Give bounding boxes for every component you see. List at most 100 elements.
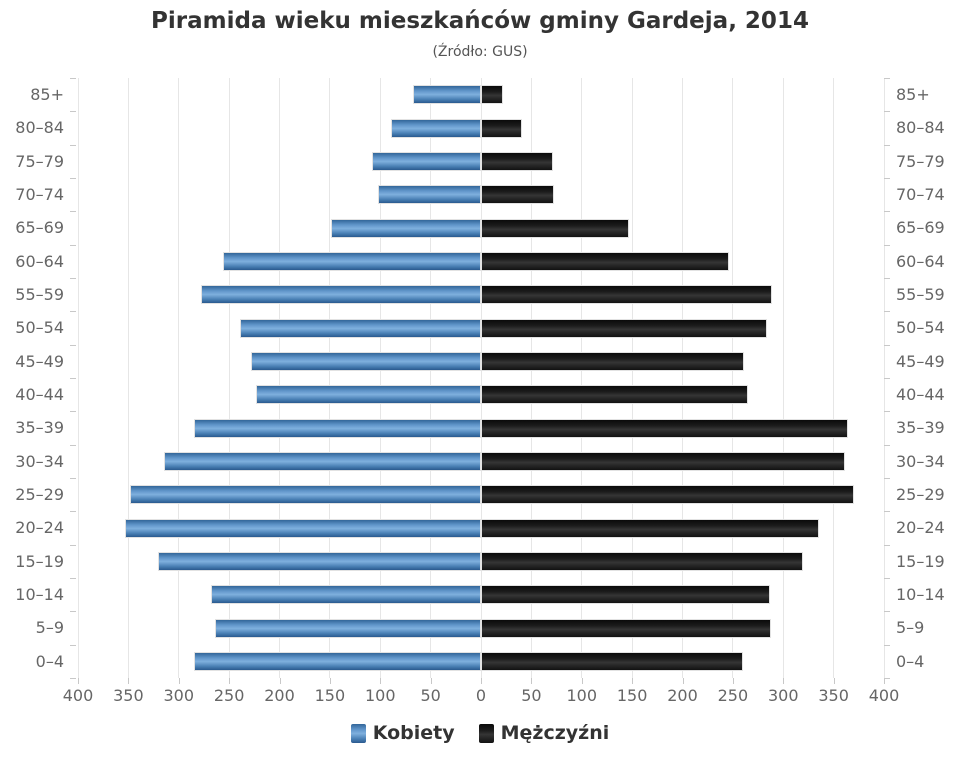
y-axis-tick-right: [884, 678, 890, 679]
bar-mezczyzni-40–44: [481, 385, 748, 405]
legend-swatch-kobiety: [350, 723, 366, 743]
bar-kobiety-70–74: [378, 185, 481, 205]
bar-mezczyzni-50–54: [481, 318, 768, 338]
y-axis-tick-left: [70, 278, 76, 279]
x-axis-tick: [178, 678, 180, 684]
age-label-left: 10–14: [15, 585, 64, 604]
bar-kobiety-35–39: [193, 418, 481, 438]
bar-kobiety-15–19: [157, 551, 481, 571]
gridline: [228, 78, 230, 678]
y-axis-tick-right: [884, 444, 890, 446]
y-axis-tick-left: [70, 578, 76, 579]
age-label-right: 0–4: [896, 651, 925, 671]
x-axis-tick: [430, 678, 432, 684]
y-axis-tick-left: [70, 478, 76, 479]
bar-mezczyzni-75–79: [481, 151, 553, 171]
y-axis-tick-right: [884, 78, 890, 79]
legend-label: Kobiety: [372, 722, 455, 744]
gridline: [379, 78, 381, 678]
y-axis-tick-left: [70, 511, 76, 513]
x-axis-tick: [279, 678, 281, 684]
y-axis-tick-left: [70, 611, 76, 613]
y-axis-tick-left: [70, 544, 76, 546]
age-label-right: 80–84: [896, 118, 945, 138]
age-label-left: 25–29: [15, 485, 64, 504]
x-axis-tick: [632, 678, 634, 684]
age-label-left: 75–79: [15, 151, 64, 171]
x-axis-label: 350: [113, 686, 144, 705]
y-axis-tick-right: [884, 478, 890, 479]
age-label-right: 45–49: [896, 351, 945, 371]
bar-mezczyzni-35–39: [481, 418, 848, 438]
bar-kobiety-55–59: [200, 285, 481, 305]
x-axis-label: 250: [213, 686, 245, 705]
y-axis-tick-right: [884, 244, 890, 246]
age-label-right: 75–79: [896, 151, 945, 171]
y-axis-tick-right: [884, 611, 890, 613]
legend-swatch-mezczyzni: [478, 723, 494, 743]
bar-mezczyzni-10–14: [481, 585, 771, 605]
bar-kobiety-75–79: [372, 151, 481, 171]
chart-subtitle: (Źródło: GUS): [432, 44, 528, 60]
bar-mezczyzni-65–69: [481, 218, 630, 238]
bar-mezczyzni-5–9: [481, 618, 772, 638]
gridline: [682, 78, 683, 678]
y-axis-tick-right: [884, 544, 890, 546]
gridline: [631, 78, 633, 678]
legend: Kobiety Mężczyźni: [0, 722, 960, 744]
y-axis-tick-right: [884, 311, 890, 313]
age-label-left: 50–54: [15, 318, 64, 338]
x-axis-label: 100: [364, 686, 396, 705]
age-label-right: 65–69: [896, 218, 945, 238]
gridline: [480, 78, 482, 678]
y-axis-tick-right: [884, 644, 890, 646]
y-axis-tick-left: [70, 78, 76, 79]
legend-label: Mężczyźni: [500, 722, 610, 744]
x-axis-tick: [682, 678, 684, 684]
x-axis-label: 150: [314, 686, 346, 705]
age-label-left: 35–39: [15, 418, 64, 438]
x-axis-tick: [229, 678, 231, 684]
bar-mezczyzni-0–4: [481, 651, 743, 671]
bar-kobiety-40–44: [256, 385, 481, 405]
gridline: [430, 78, 432, 678]
y-axis-tick-left: [70, 178, 76, 179]
bar-kobiety-0–4: [193, 651, 481, 671]
age-label-left: 5–9: [35, 618, 64, 638]
x-axis-tick: [581, 678, 583, 684]
y-axis-tick-right: [884, 278, 890, 279]
y-axis-tick-left: [70, 111, 76, 113]
y-axis-tick-left: [70, 678, 76, 679]
gridline: [782, 78, 784, 678]
age-label-right: 25–29: [896, 485, 945, 504]
y-axis-tick-left: [70, 344, 76, 346]
y-axis-tick-left: [70, 244, 76, 246]
bar-kobiety-25–29: [130, 485, 481, 505]
x-axis-tick: [78, 678, 79, 684]
bar-kobiety-30–34: [163, 451, 481, 471]
bar-mezczyzni-25–29: [481, 485, 854, 505]
age-label-left: 0–4: [35, 651, 64, 671]
x-axis-label: 300: [767, 686, 799, 705]
x-axis-label: 150: [616, 686, 648, 705]
legend-item-kobiety: Kobiety: [350, 722, 455, 744]
bar-mezczyzni-15–19: [481, 551, 804, 571]
age-label-left: 85+: [30, 85, 64, 104]
bar-mezczyzni-20–24: [481, 518, 819, 538]
x-axis-label: 100: [566, 686, 598, 705]
age-label-right: 60–64: [896, 251, 945, 271]
age-label-left: 55–59: [15, 285, 64, 304]
age-label-right: 5–9: [896, 618, 925, 638]
x-axis-tick: [531, 678, 533, 684]
bar-kobiety-45–49: [251, 351, 481, 371]
y-axis-tick-left: [70, 378, 76, 379]
age-label-left: 60–64: [15, 251, 64, 271]
bar-kobiety-5–9: [215, 618, 481, 638]
x-axis-label: 300: [163, 686, 195, 705]
y-axis-tick-left: [70, 411, 76, 413]
y-axis-tick-left: [70, 144, 76, 146]
y-axis-tick-right: [884, 511, 890, 513]
x-axis-tick: [884, 678, 885, 684]
x-axis-tick: [732, 678, 734, 684]
